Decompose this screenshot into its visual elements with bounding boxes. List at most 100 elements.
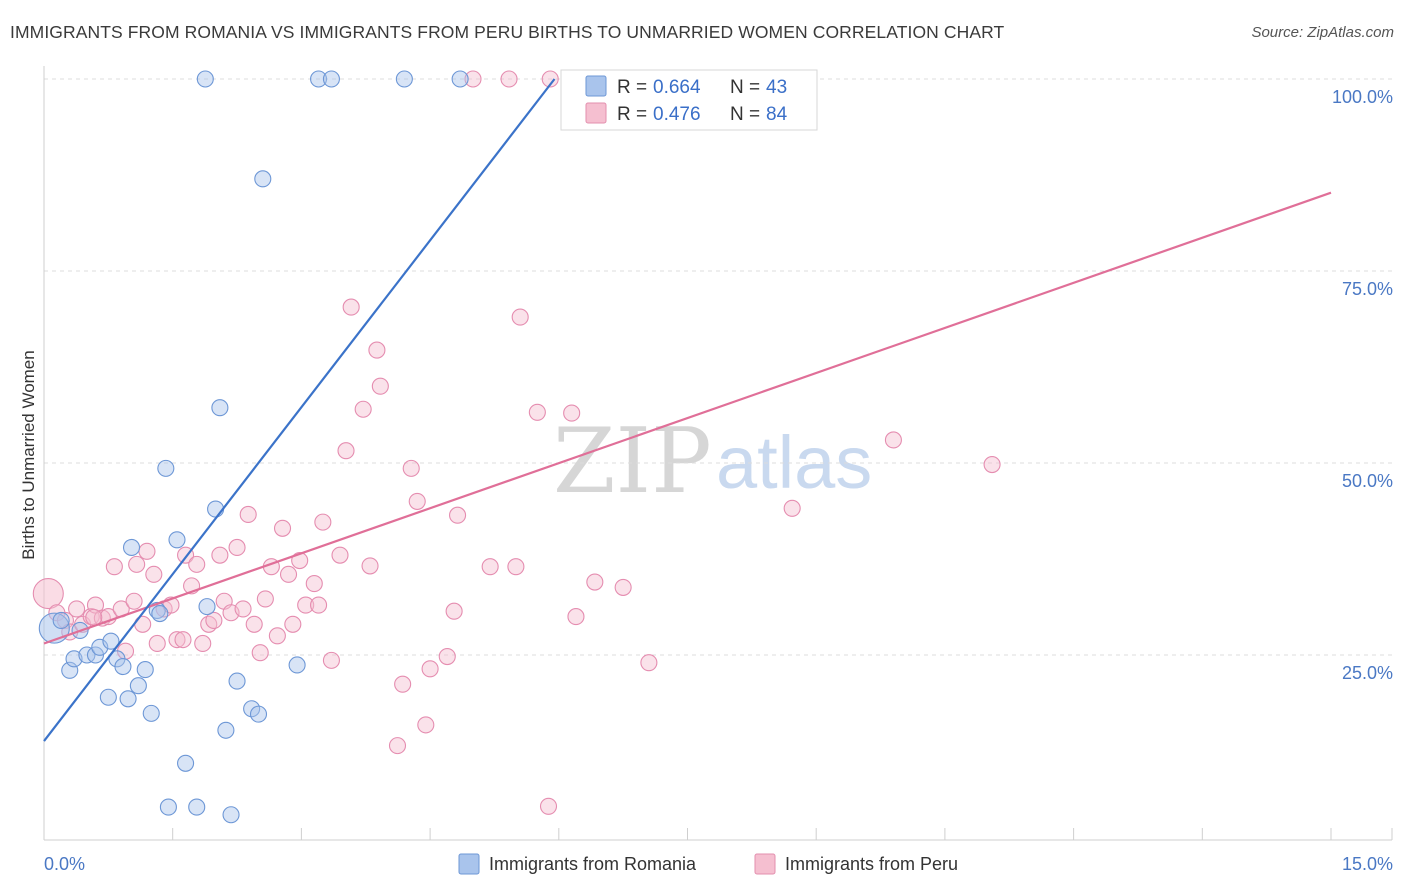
legend-swatch-romania: [585, 75, 607, 97]
romania-point: [142, 704, 160, 722]
peru-point: [105, 558, 123, 576]
peru-point: [884, 431, 902, 449]
legend-r-label-romania: R =: [617, 77, 647, 98]
watermark-atlas: atlas: [716, 421, 872, 504]
peru-point: [402, 459, 420, 477]
bottom-legend-label-peru: Immigrants from Peru: [785, 854, 958, 874]
peru-point: [251, 644, 269, 662]
tick-labels: 25.0% 50.0% 75.0% 100.0% 0.0% 15.0%: [44, 87, 1393, 874]
peru-point: [310, 596, 328, 614]
peru-point: [408, 492, 426, 510]
chart-title: IMMIGRANTS FROM ROMANIA VS IMMIGRANTS FR…: [10, 22, 1005, 42]
peru-point: [128, 555, 146, 573]
peru-point: [279, 565, 298, 583]
peru-point: [297, 596, 315, 614]
peru-point: [273, 519, 292, 537]
y-axis-label: Births to Unmarried Women: [19, 350, 38, 559]
y-tick-label: 75.0%: [1342, 279, 1393, 299]
romania-point: [129, 677, 147, 695]
peru-point: [361, 557, 379, 575]
peru-point: [368, 341, 386, 359]
peru-point: [421, 660, 439, 678]
legend-n-value-peru: 84: [766, 104, 788, 125]
peru-point: [539, 797, 558, 815]
romania-point: [188, 798, 206, 816]
peru-point: [983, 455, 1001, 474]
trend-line-peru: [43, 191, 1332, 645]
peru-point: [205, 611, 223, 629]
peru-point: [394, 675, 412, 693]
gridlines: [43, 78, 1393, 840]
peru-point: [125, 592, 143, 610]
peru-point: [507, 558, 525, 576]
peru-point: [371, 377, 389, 395]
romania-point: [217, 721, 235, 739]
peru-point: [145, 565, 163, 583]
peru-point: [305, 575, 323, 593]
peru-point: [614, 578, 632, 596]
romania-point: [254, 170, 272, 188]
x-tick-label: 0.0%: [44, 854, 85, 874]
bottom-legend-swatch-romania: [458, 853, 480, 875]
peru-point: [464, 70, 482, 88]
top-legend: R = 0.664 N = 43 R = 0.476 N = 84: [560, 69, 818, 131]
romania-point: [99, 688, 117, 706]
peru-point: [188, 555, 206, 573]
romania-point: [148, 601, 166, 620]
peru-point: [148, 634, 166, 653]
y-tick-label: 25.0%: [1342, 663, 1393, 683]
romania-point: [159, 798, 177, 816]
romania-point: [288, 656, 306, 674]
peru-point: [284, 615, 302, 633]
axes: [43, 66, 1392, 841]
romania-point: [151, 604, 169, 623]
peru-point: [449, 506, 467, 524]
romania-point: [198, 598, 216, 616]
peru-point: [528, 403, 546, 421]
peru-point: [417, 716, 435, 734]
peru-point: [228, 538, 246, 557]
peru-point: [445, 602, 463, 620]
bottom-legend-swatch-peru: [754, 853, 776, 875]
peru-point: [291, 551, 309, 570]
romania-point: [177, 754, 195, 772]
legend-n-label-romania: N =: [730, 77, 760, 98]
y-tick-label: 100.0%: [1332, 87, 1393, 107]
peru-point: [234, 600, 252, 618]
peru-point: [567, 608, 585, 626]
peru-point: [32, 578, 64, 610]
trend-lines: [43, 78, 1332, 742]
series-peru-points: [32, 70, 1001, 815]
romania-point: [451, 70, 469, 88]
peru-point: [211, 546, 229, 564]
legend-swatch-peru: [585, 102, 607, 124]
romania-point: [38, 612, 70, 644]
trend-line-romania: [43, 78, 556, 742]
peru-point: [388, 737, 407, 755]
peru-point: [337, 442, 355, 460]
romania-point: [78, 646, 96, 664]
romania-point: [211, 399, 229, 417]
romania-point: [322, 70, 340, 88]
romania-point: [52, 611, 70, 629]
bottom-legend-label-romania: Immigrants from Romania: [489, 854, 697, 874]
romania-point: [310, 70, 328, 88]
peru-point: [563, 404, 581, 422]
peru-point: [586, 573, 604, 591]
romania-point: [222, 806, 240, 824]
y-tick-label: 50.0%: [1342, 471, 1393, 491]
romania-point: [228, 672, 246, 690]
bottom-legend: Immigrants from Romania Immigrants from …: [458, 853, 958, 875]
romania-point: [168, 531, 186, 549]
peru-point: [322, 651, 340, 669]
romania-point: [243, 700, 261, 718]
romania-point: [207, 500, 225, 518]
peru-point: [314, 513, 332, 531]
peru-point: [168, 631, 186, 649]
peru-point: [500, 70, 518, 88]
peru-point: [541, 70, 559, 88]
legend-n-label-peru: N =: [730, 104, 760, 125]
romania-point: [122, 538, 141, 557]
romania-point: [114, 657, 132, 676]
